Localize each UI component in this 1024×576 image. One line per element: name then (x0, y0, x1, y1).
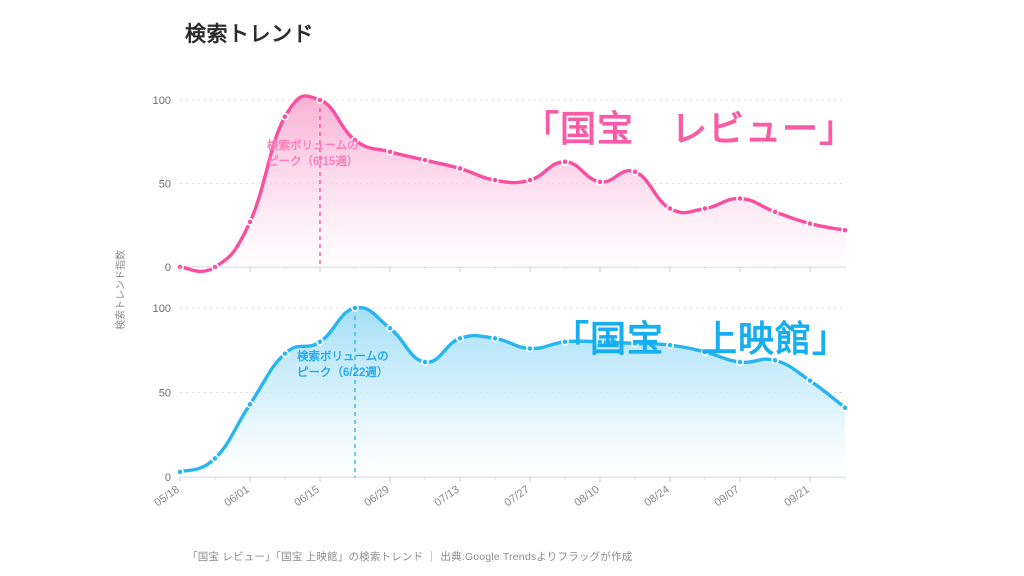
data-point[interactable] (316, 337, 324, 346)
y-axis-title-text: 検索トレンド指数 (114, 250, 127, 330)
data-point[interactable] (561, 157, 569, 166)
data-point[interactable] (456, 334, 464, 343)
series-area-fill (180, 307, 845, 477)
x-tick-label: 09/07 (712, 484, 741, 510)
y-tick-label: 0 (165, 262, 171, 274)
data-point[interactable] (526, 344, 534, 353)
footer-source-note: 「国宝 レビュー」「国宝 上映館」の検索トレンド ｜ 出典:Google Tre… (187, 551, 633, 563)
annotation-peak-review: 検索ボリュームの ピーク（6/15週） (267, 139, 359, 170)
data-point[interactable] (211, 454, 219, 463)
data-point[interactable] (771, 356, 779, 365)
data-point[interactable] (281, 112, 289, 121)
y-axis-title: 検索トレンド指数 (114, 250, 127, 330)
data-point[interactable] (841, 403, 849, 412)
x-tick-label: 06/01 (222, 484, 251, 510)
annotation-peak-theaters-line2: ピーク（6/22週） (297, 366, 389, 379)
series-label-theaters: 「国宝 上映館」 (553, 318, 850, 359)
data-point[interactable] (666, 204, 674, 213)
data-point[interactable] (666, 341, 674, 350)
annotation-peak-review-line1: 検索ボリュームの (267, 140, 359, 152)
y-tick-label: 50 (159, 179, 171, 191)
x-tick-label: 06/29 (362, 484, 391, 510)
data-point[interactable] (386, 147, 394, 156)
data-point[interactable] (701, 204, 709, 213)
data-point[interactable] (526, 176, 534, 185)
data-point[interactable] (456, 164, 464, 173)
data-point[interactable] (491, 176, 499, 185)
series-label-review: 「国宝 レビュー」 (523, 108, 857, 149)
data-point[interactable] (806, 376, 814, 385)
data-point[interactable] (246, 218, 254, 226)
data-point[interactable] (596, 337, 604, 346)
data-point[interactable] (631, 167, 639, 176)
data-point[interactable] (351, 136, 359, 144)
data-point[interactable] (736, 358, 744, 366)
data-point[interactable] (841, 226, 849, 235)
y-tick-label: 100 (153, 303, 171, 315)
x-tick-label: 05/18 (152, 484, 181, 510)
annotation-peak-theaters: 検索ボリュームの ピーク（6/22週） (297, 350, 389, 381)
x-tick-label: 07/27 (502, 484, 531, 510)
data-point[interactable] (176, 468, 184, 476)
data-point[interactable] (316, 96, 324, 104)
data-point[interactable] (701, 348, 709, 356)
data-point[interactable] (386, 324, 394, 333)
data-point[interactable] (351, 304, 359, 312)
chart-panel-theaters: 0 50 100 (153, 303, 849, 484)
data-point[interactable] (281, 349, 289, 358)
page-title: 検索トレンド (185, 23, 314, 46)
annotation-peak-theaters-line1: 検索ボリュームの (297, 351, 389, 363)
x-tick-label: 09/21 (782, 484, 811, 510)
data-point[interactable] (561, 337, 569, 346)
data-point[interactable] (631, 339, 639, 348)
x-tick-label: 07/13 (432, 484, 461, 510)
data-point[interactable] (806, 219, 814, 228)
data-point[interactable] (421, 156, 429, 165)
data-point[interactable] (421, 358, 429, 366)
annotation-peak-review-line2: ピーク（6/15週） (267, 155, 359, 168)
y-tick-label: 50 (159, 388, 171, 400)
data-point[interactable] (596, 177, 604, 186)
data-point[interactable] (246, 400, 254, 409)
data-point[interactable] (491, 334, 499, 343)
y-tick-label: 0 (165, 472, 171, 484)
x-tick-label: 06/15 (292, 484, 321, 510)
x-tick-label: 08/24 (642, 484, 671, 510)
data-point[interactable] (736, 194, 744, 203)
x-tick-label: 08/10 (572, 484, 601, 510)
y-tick-label: 100 (153, 95, 171, 107)
data-point[interactable] (771, 207, 779, 216)
